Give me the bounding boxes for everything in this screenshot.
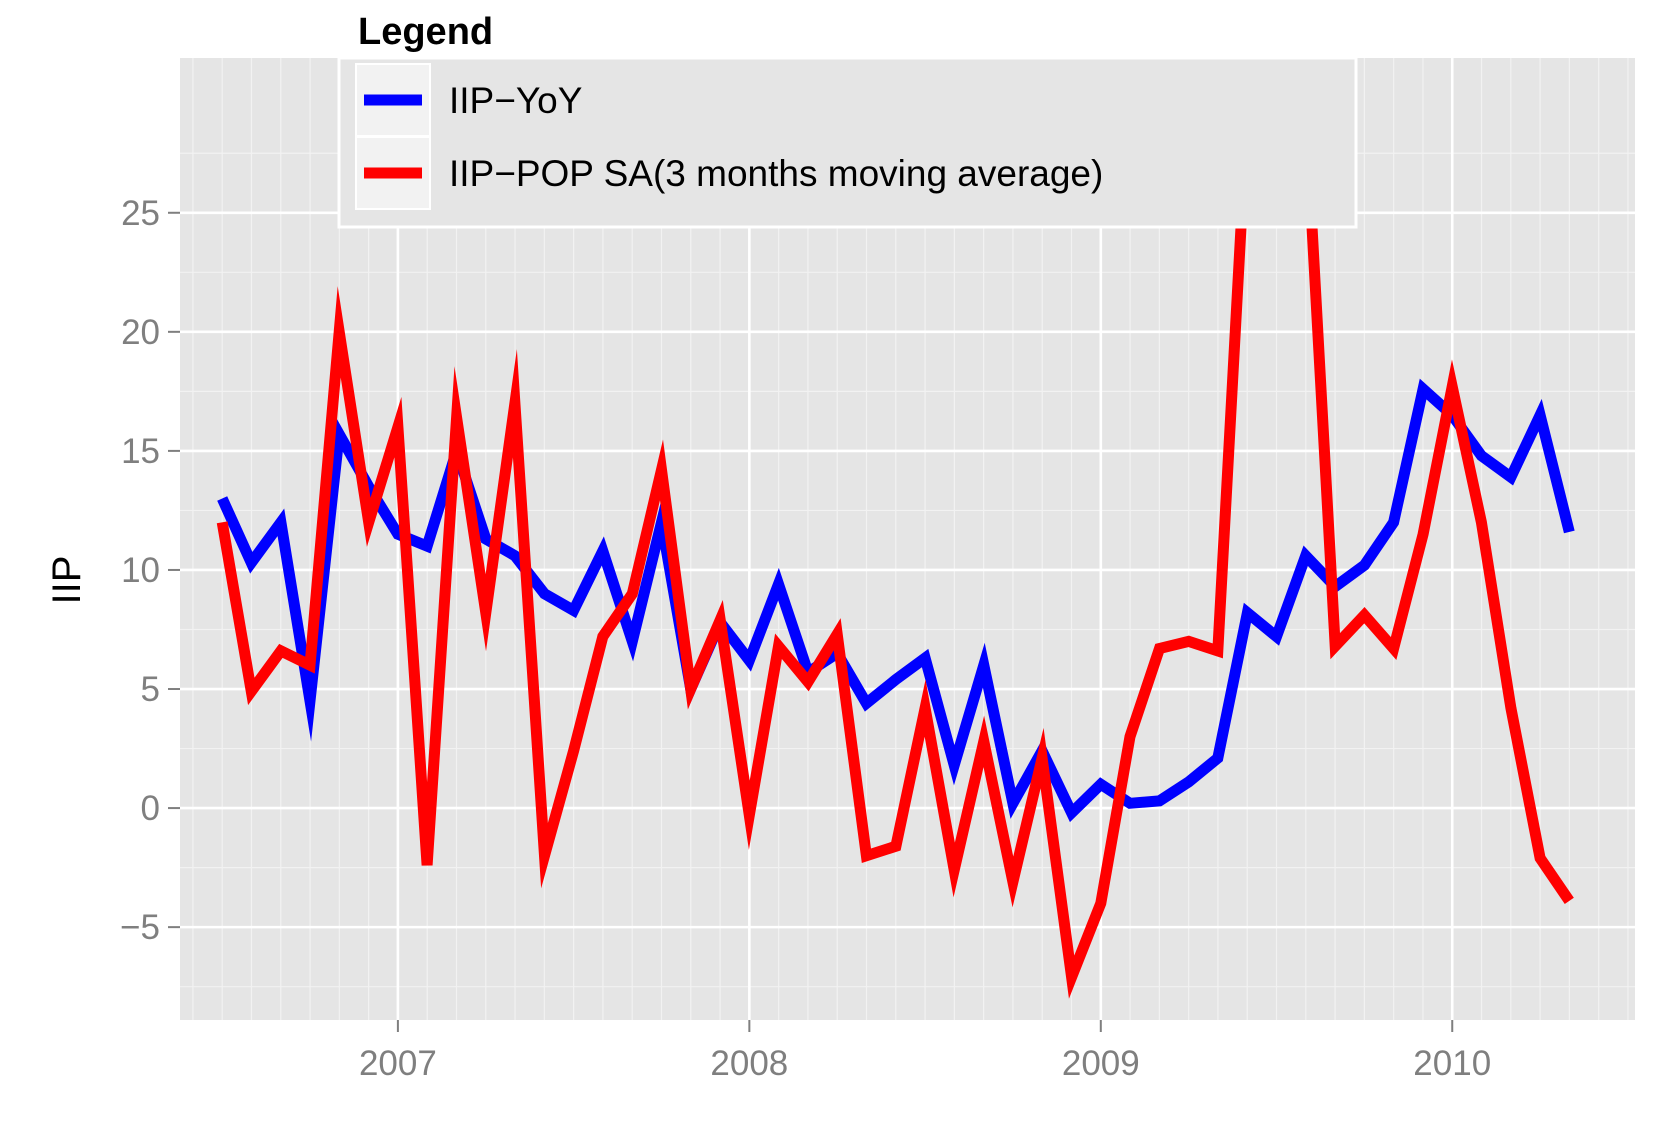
- x-tick-label: 2010: [1413, 1044, 1491, 1083]
- x-tick-label: 2008: [710, 1044, 788, 1083]
- y-axis-title: IIP: [45, 556, 89, 605]
- legend-title: Legend: [358, 11, 493, 53]
- y-tick-label: 0: [141, 789, 160, 828]
- series-line-iip-yoy: [217, 378, 1575, 823]
- legend-box: [337, 56, 1358, 229]
- series-lines: [216, 95, 1575, 999]
- legend-label-iip-yoy: IIP−YoY: [449, 80, 582, 121]
- y-tick-label: −5: [120, 908, 160, 947]
- y-tick-label: 10: [121, 551, 160, 590]
- y-tick-label: 20: [121, 313, 160, 352]
- y-tick-label: 15: [121, 432, 160, 471]
- legend: Legend IIP−YoY IIP−POP SA(3 months movin…: [337, 11, 1358, 229]
- legend-label-iip-pop: IIP−POP SA(3 months moving average): [449, 153, 1103, 194]
- axis-ticks: −5 0 5 10 15 20 25 2007 2008 2009 2010: [120, 194, 1491, 1083]
- y-tick-label: 25: [121, 194, 160, 233]
- x-tick-label: 2009: [1062, 1044, 1140, 1083]
- x-tick-label: 2007: [359, 1044, 437, 1083]
- series-line-iip-pop: [216, 95, 1574, 999]
- y-tick-label: 5: [141, 670, 160, 709]
